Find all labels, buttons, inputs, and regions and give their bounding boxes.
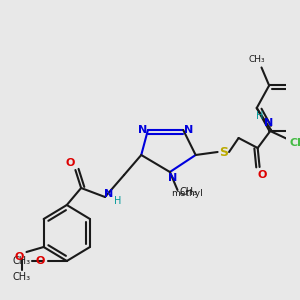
Text: CH₃: CH₃ [248,55,265,64]
Text: H: H [256,111,263,121]
Text: N: N [264,118,273,128]
Text: CH₃: CH₃ [180,187,198,197]
Text: N: N [168,173,177,183]
Text: O: O [258,170,267,180]
Text: O: O [35,256,45,266]
Text: Cl: Cl [290,137,300,148]
Text: N: N [184,125,194,135]
Text: O: O [14,252,23,262]
Text: CH₃: CH₃ [13,256,31,266]
Text: N: N [104,189,113,199]
Text: methyl: methyl [171,190,203,199]
Text: CH₃: CH₃ [13,272,31,282]
Text: N: N [138,125,147,135]
Text: H: H [114,196,121,206]
Text: O: O [66,158,75,168]
Text: S: S [219,146,228,158]
